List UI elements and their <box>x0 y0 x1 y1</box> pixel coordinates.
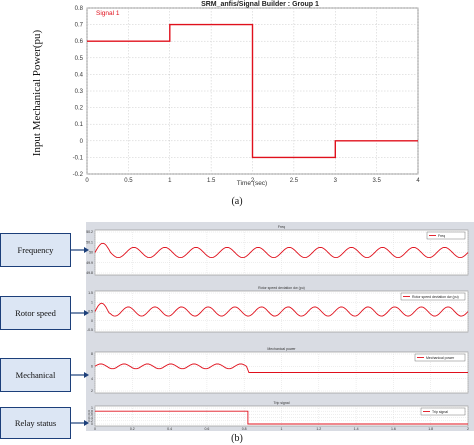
top-y-tick-label: 0 <box>80 139 84 145</box>
top-x-tick-label: 2 <box>251 178 255 184</box>
top-x-tick-label: 4 <box>416 178 420 184</box>
top-y-tick-label: 0.7 <box>75 23 84 29</box>
top-x-tick-label: 3 <box>334 178 338 184</box>
top-x-tick-labels: 0 0.5 1 1.5 2 2.5 3 3.5 4 <box>85 178 420 184</box>
caption-a: (a) <box>231 196 243 207</box>
top-x-tick-label: 1 <box>168 178 172 184</box>
mechanical-label-box: Mechanical <box>0 358 71 392</box>
top-y-tick-label: 0.8 <box>75 6 84 12</box>
top-x-tick-label: 2.5 <box>290 178 299 184</box>
top-y-tick-label: 0.3 <box>75 89 84 95</box>
mechanical-arrowhead-icon <box>84 372 89 378</box>
top-x-tick-label: 0 <box>85 178 89 184</box>
top-x-tick-label: 0.5 <box>124 178 133 184</box>
top-chart-title: SRM_anfis/Signal Builder : Group 1 <box>201 1 319 8</box>
top-y-axis-label: Input Mechanical Power(pu) <box>31 29 43 156</box>
rotor-speed-label-box: Rotor speed <box>0 296 71 330</box>
top-y-tick-label: -0.2 <box>73 172 84 178</box>
relay-status-label: Relay status <box>14 418 57 428</box>
top-y-tick-label: 0.4 <box>75 72 84 78</box>
caption-b: (b) <box>231 433 243 444</box>
legend-signal-1: Signal 1 <box>96 10 120 17</box>
frequency-label: Frequency <box>17 245 54 255</box>
rotor-speed-arrowhead-icon <box>84 310 89 316</box>
top-y-tick-label: -0.1 <box>73 155 84 161</box>
signal-1-line <box>87 23 418 159</box>
mechanical-label: Mechanical <box>15 370 56 380</box>
top-y-tick-label: 0.5 <box>75 56 84 62</box>
top-y-tick-label: 0.1 <box>75 122 84 128</box>
signal-builder-chart: SRM_anfis/Signal Builder : Group 1 0.80.… <box>31 1 420 187</box>
top-x-tick-label: 3.5 <box>372 178 381 184</box>
top-y-tick-label: 0.2 <box>75 106 84 112</box>
relay-status-arrowhead-icon <box>84 420 89 426</box>
rotor-speed-label: Rotor speed <box>15 308 56 318</box>
relay-status-label-box: Relay status <box>0 407 71 439</box>
top-x-tick-label: 1.5 <box>207 178 216 184</box>
frequency-arrowhead-icon <box>84 247 89 253</box>
top-x-axis-label: Time (sec) <box>237 180 267 187</box>
frequency-label-box: Frequency <box>0 233 71 267</box>
top-y-tick-labels: 0.8 0.7 0.6 0.5 0.4 0.3 0.2 0.1 0 -0.1 -0.2 <box>73 6 84 178</box>
top-y-tick-label: 0.6 <box>75 39 84 45</box>
